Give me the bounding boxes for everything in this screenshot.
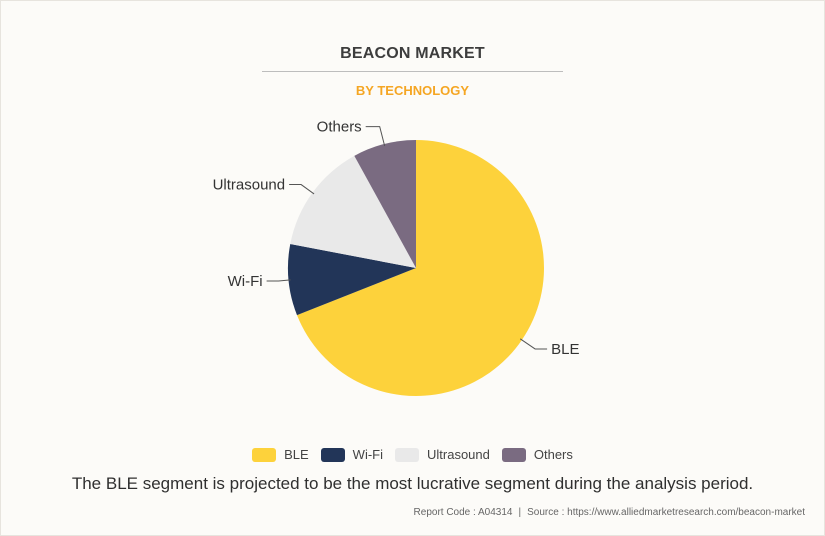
slice-label-ble: BLE	[551, 341, 579, 358]
slice-label-ultrasound: Ultrasound	[213, 177, 286, 194]
leader-line-ultrasound	[289, 184, 315, 195]
source-link[interactable]: Source : https://www.alliedmarketresearc…	[527, 507, 805, 518]
legend-swatch-ultrasound	[395, 447, 419, 462]
legend-label-ultrasound: Ultrasound	[427, 447, 490, 462]
slice-label-wifi: Wi-Fi	[228, 273, 263, 290]
leader-line-wifi	[266, 279, 291, 282]
legend-label-wifi: Wi-Fi	[352, 447, 383, 462]
pie-slice-ultrasound	[290, 155, 416, 268]
chart-caption: The BLE segment is projected to be the m…	[71, 474, 754, 493]
pie-slice-others	[354, 140, 416, 268]
legend-label-ble: BLE	[284, 447, 309, 462]
legend-item-others: Others	[501, 447, 573, 462]
legend-swatch-wifi	[320, 447, 345, 462]
footer-separator: |	[518, 507, 522, 518]
leader-line-others	[365, 126, 386, 147]
legend-swatch-ble	[252, 447, 277, 462]
chart-legend: BLE Wi-Fi Ultrasound Others	[0, 447, 825, 462]
legend-label-others: Others	[533, 447, 573, 462]
report-code: Report Code : A04314	[413, 507, 513, 518]
legend-swatch-others	[501, 447, 526, 462]
legend-item-wifi: Wi-Fi	[320, 447, 383, 462]
pie-slice-ble	[296, 140, 545, 396]
chart-title: BEACON MARKET	[340, 45, 485, 62]
title-divider	[262, 71, 563, 72]
footer-source: Report Code : A04314 | Source : https://ww…	[414, 507, 805, 518]
pie-slice-wifi	[288, 244, 416, 316]
chart-subtitle: BY TECHNOLOGY	[355, 83, 470, 98]
leader-line-ble	[519, 338, 548, 350]
legend-item-ble: BLE	[252, 447, 309, 462]
slice-label-others: Others	[317, 119, 362, 136]
legend-item-ultrasound: Ultrasound	[395, 447, 490, 462]
